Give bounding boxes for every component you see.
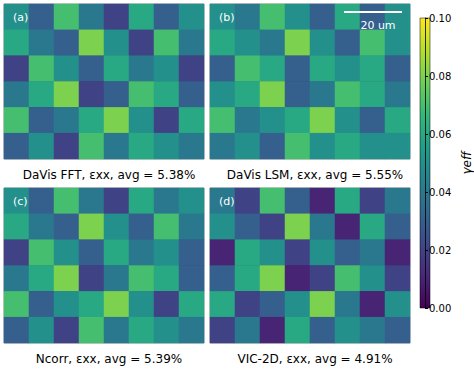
svg-text:DaVis LSM, εxx, avg = 5.55%: DaVis LSM, εxx, avg = 5.55% [227, 168, 403, 182]
svg-text:0.08: 0.08 [429, 71, 451, 82]
svg-text:VIC-2D, εxx, avg = 4.91%: VIC-2D, εxx, avg = 4.91% [237, 352, 392, 366]
svg-text:(b): (b) [219, 11, 235, 24]
svg-text:DaVis FFT, εxx, avg = 5.38%: DaVis FFT, εxx, avg = 5.38% [23, 168, 196, 182]
svg-text:γeff: γeff [460, 150, 474, 174]
svg-text:0.04: 0.04 [429, 187, 451, 198]
svg-text:(c): (c) [13, 195, 28, 208]
svg-text:0.10: 0.10 [429, 13, 451, 24]
svg-text:0.06: 0.06 [429, 129, 451, 140]
svg-text:20 um: 20 um [360, 19, 395, 32]
svg-text:(a): (a) [13, 11, 28, 24]
svg-text:0.02: 0.02 [429, 245, 451, 256]
svg-text:0.00: 0.00 [429, 303, 451, 314]
svg-text:(d): (d) [219, 195, 235, 208]
svg-text:Ncorr, εxx, avg = 5.39%: Ncorr, εxx, avg = 5.39% [36, 352, 182, 366]
